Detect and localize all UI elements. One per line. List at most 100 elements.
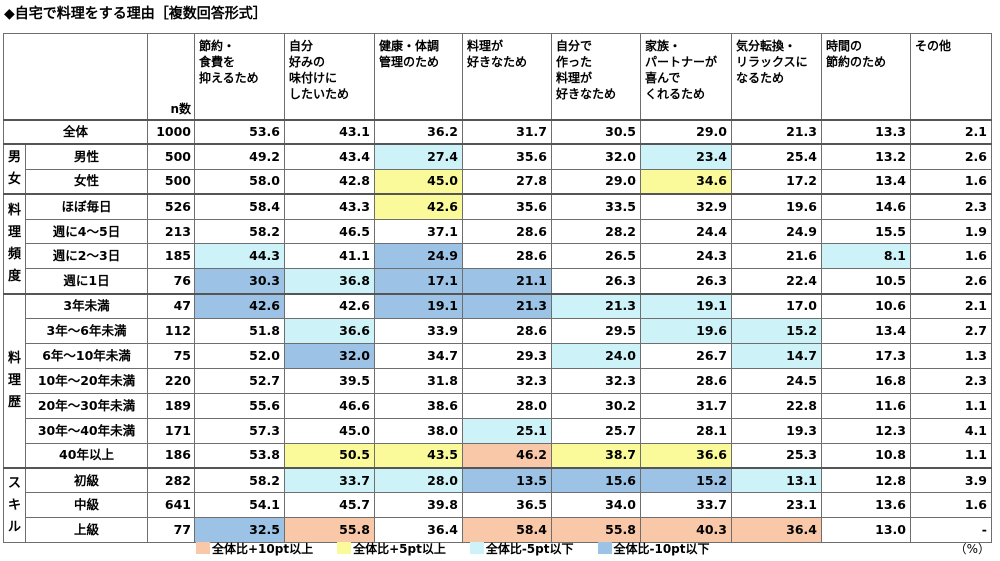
value-cell: 54.1 [194, 492, 285, 519]
value-cell: 58.2 [194, 218, 285, 245]
value-cell: 24.4 [640, 218, 732, 245]
value-cell: 8.1 [821, 243, 911, 270]
group-label: 料 理 頻 度 [3, 193, 26, 295]
value-cell: 26.5 [551, 243, 641, 270]
row-label: 20年～30年未満 [25, 392, 148, 419]
value-cell: 32.3 [551, 367, 641, 394]
value-cell: 2.1 [910, 292, 992, 320]
legend-swatch [196, 542, 210, 554]
value-cell: 15.5 [821, 218, 911, 245]
value-cell: 13.3 [821, 118, 911, 145]
value-cell: 28.0 [462, 392, 552, 419]
column-header: 自分 好みの 味付けに したいため [284, 33, 375, 120]
value-cell: 25.3 [731, 442, 822, 469]
value-cell: 44.3 [194, 243, 285, 270]
value-cell: 24.3 [640, 243, 732, 270]
legend-label: 全体比-5pt以下 [485, 541, 574, 556]
group-label: 料 理 歴 [3, 292, 26, 469]
value-cell: 33.9 [374, 318, 463, 345]
value-cell: 11.6 [821, 392, 911, 419]
value-cell: 30.3 [194, 268, 285, 295]
value-cell: 34.7 [374, 343, 463, 369]
value-cell: 17.2 [731, 168, 822, 195]
value-cell: 37.1 [374, 218, 463, 245]
value-cell: 35.6 [462, 143, 552, 170]
value-cell: 53.6 [194, 118, 285, 145]
value-cell: 10.6 [821, 292, 911, 320]
value-cell: 40.3 [640, 517, 732, 544]
value-cell: 14.7 [731, 343, 822, 369]
value-cell: 36.5 [462, 492, 552, 519]
value-cell: 1.6 [910, 168, 992, 195]
value-cell: 2.3 [910, 367, 992, 394]
n-cell: 282 [147, 466, 195, 494]
value-cell: 22.8 [731, 392, 822, 419]
value-cell: 33.7 [284, 466, 375, 494]
value-cell: 33.5 [551, 193, 641, 220]
value-cell: 58.2 [194, 466, 285, 494]
data-table: n数 節約・ 食費を 抑えるため 自分 好みの 味付けに したいため 健康・体調 管理… [3, 33, 992, 544]
value-cell: 42.6 [284, 292, 375, 320]
value-cell: 30.2 [551, 392, 641, 419]
value-cell: 15.6 [551, 466, 641, 494]
table-row: 料 理 頻 度ほぼ毎日 526 58.4 43.3 42.6 35.6 33.5 32.9 19… [3, 193, 992, 295]
value-cell: 2.6 [910, 268, 992, 295]
table-row: 6年～10年未満 75 52.0 32.0 34.7 29.3 24.0 26.7 14.7 17… [4, 343, 992, 369]
value-cell: 13.4 [821, 318, 911, 345]
value-cell: 35.6 [462, 193, 552, 220]
value-cell: 17.3 [821, 343, 911, 369]
value-cell: 36.4 [731, 517, 822, 544]
legend-swatch [597, 542, 612, 554]
legend: 全体比+10pt以上 全体比+5pt以上 全体比-5pt以下 全体比-10pt以下 [196, 540, 734, 556]
n-cell: 186 [147, 442, 195, 469]
value-cell: 45.0 [374, 168, 463, 195]
n-cell: 1000 [147, 118, 195, 145]
value-cell: 43.3 [284, 193, 375, 220]
value-cell: 45.7 [284, 492, 375, 519]
value-cell: 43.1 [284, 118, 375, 145]
value-cell: 32.9 [640, 193, 732, 220]
table-row: 上級 77 32.5 55.8 36.4 58.4 55.8 40.3 36.4 13.0- [4, 517, 992, 544]
value-cell: 13.2 [821, 143, 911, 170]
value-cell: 29.0 [640, 118, 732, 145]
value-cell: 30.5 [551, 118, 641, 145]
value-cell: 1.3 [910, 343, 992, 369]
column-header: 気分転換・ リラックスに なるため [731, 33, 822, 120]
table-row: 40年以上 186 53.8 50.5 43.5 46.2 38.7 36.6 25.3 10.8… [4, 442, 992, 469]
value-cell: 4.1 [910, 417, 992, 444]
value-cell: 55.8 [551, 517, 641, 544]
table-row: 10年～20年未満 220 52.7 39.5 31.8 32.3 32.3 28.6 24.5… [4, 367, 992, 394]
value-cell: 46.5 [284, 218, 375, 245]
value-cell: 58.4 [194, 193, 285, 220]
value-cell: 28.1 [640, 417, 732, 444]
value-cell: 28.0 [374, 466, 463, 494]
value-cell: 28.2 [551, 218, 641, 245]
row-label: 中級 [25, 492, 148, 519]
n-cell: 641 [147, 492, 195, 519]
value-cell: 38.7 [551, 442, 641, 469]
value-cell: 2.6 [910, 143, 992, 170]
value-cell: 27.8 [462, 168, 552, 195]
column-header: 自分で 作った 料理が 好きなため [551, 33, 641, 120]
legend-swatch [337, 542, 352, 554]
value-cell: 33.7 [640, 492, 732, 519]
value-cell: 10.5 [821, 268, 911, 295]
value-cell: 21.3 [551, 292, 641, 320]
value-cell: 34.6 [640, 168, 732, 195]
table-row: 週に1日 76 30.3 36.8 17.1 21.1 26.3 26.3 22.4 10.5 2.… [4, 268, 992, 295]
value-cell: 41.1 [284, 243, 375, 270]
value-cell: 13.1 [731, 466, 822, 494]
value-cell: 45.0 [284, 417, 375, 444]
legend-label: 全体比+10pt以上 [212, 541, 314, 556]
value-cell: 39.8 [374, 492, 463, 519]
legend-item: 全体比-10pt以下 [597, 540, 710, 557]
value-cell: 42.6 [194, 292, 285, 320]
n-cell: 75 [147, 343, 195, 369]
value-cell: 52.7 [194, 367, 285, 394]
row-label: 全体 [3, 118, 148, 145]
value-cell: 2.7 [910, 318, 992, 345]
value-cell: 1.9 [910, 218, 992, 245]
value-cell: 32.0 [284, 343, 375, 369]
value-cell: 19.1 [374, 292, 463, 320]
n-cell: 500 [147, 143, 195, 170]
